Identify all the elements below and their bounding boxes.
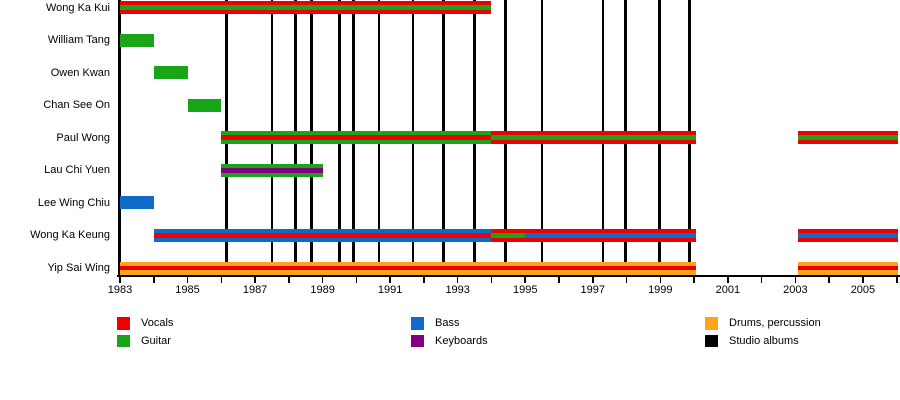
x-axis-tick (558, 277, 560, 283)
legend-swatch-drums (705, 317, 718, 330)
legend-label-keyboards: Keyboards (435, 334, 488, 347)
x-axis-tick (490, 277, 493, 283)
legend-swatch-albums (705, 334, 718, 347)
x-axis-tick (152, 277, 155, 283)
x-axis-tick-label: 1989 (310, 284, 335, 296)
member-bar-stripe-bass (797, 233, 899, 238)
x-axis-tick-label: 1995 (512, 284, 538, 296)
member-bar-drums (797, 261, 899, 275)
x-axis-tick (355, 277, 358, 283)
x-axis-tick (220, 277, 223, 283)
member-label: Paul Wong (56, 131, 110, 144)
legend-swatch-bass (411, 317, 424, 330)
x-axis-tick-label: 1983 (107, 284, 133, 296)
x-axis-tick-label: 1991 (377, 284, 403, 296)
member-label: Owen Kwan (50, 66, 110, 79)
x-axis-tick (119, 277, 121, 283)
x-axis-tick-label: 1987 (242, 284, 268, 296)
x-axis-tick (895, 277, 898, 283)
member-bar-guitar (187, 98, 222, 112)
member-bar-vocals (491, 131, 697, 145)
member-bar-stripe-vocals (797, 265, 899, 271)
x-axis-tick (591, 277, 594, 283)
legend-swatch-vocals (117, 317, 130, 330)
x-axis-line (117, 275, 900, 277)
member-bar-vocals (120, 1, 492, 14)
member-bar-vocals (491, 228, 526, 242)
legend-label-guitar: Guitar (141, 334, 171, 347)
legend-label-drums: Drums, percussion (729, 317, 821, 329)
x-axis-tick-label: 2003 (783, 284, 808, 296)
legend-label-vocals: Vocals (141, 317, 174, 329)
x-axis-tick (828, 277, 830, 283)
x-axis-tick (625, 277, 628, 283)
x-axis-tick-label: 2001 (715, 284, 741, 296)
member-bar-stripe-guitar (491, 233, 526, 238)
x-axis-tick (423, 277, 425, 283)
x-axis-tick (693, 277, 695, 283)
member-bar-guitar (221, 131, 492, 145)
member-bar-stripe-guitar (797, 135, 899, 141)
legend-label-albums: Studio albums (729, 334, 799, 347)
member-bar-stripe-vocals (120, 265, 697, 271)
member-label: Wong Ka Keung (30, 229, 110, 242)
member-label: Chan See On (43, 99, 110, 112)
x-axis-tick (862, 277, 864, 283)
member-label: William Tang (47, 34, 110, 47)
x-axis-tick (727, 277, 729, 283)
member-label: Wong Ka Kui (45, 1, 110, 14)
member-bar-drums (120, 261, 697, 275)
member-label: Yip Sai Wing (47, 262, 110, 275)
member-bar-bass (153, 228, 492, 242)
member-bar-bass (120, 196, 154, 210)
member-bar-guitar (221, 163, 323, 177)
x-axis-tick-label: 2005 (850, 284, 876, 296)
member-bar-stripe-keyboards (221, 168, 323, 173)
x-axis-tick (524, 277, 527, 283)
member-bar-stripe-vocals (221, 135, 492, 141)
member-bar-vocals (797, 131, 899, 145)
x-axis-tick (321, 277, 324, 283)
x-axis-tick (659, 277, 662, 283)
x-axis-tick-label: 1997 (580, 284, 605, 296)
x-axis-tick (288, 277, 290, 283)
plot-left-border (118, 0, 121, 277)
legend-label-bass: Bass (435, 317, 460, 329)
legend-swatch-guitar (117, 334, 130, 347)
x-axis-tick (456, 277, 459, 283)
member-label: Lee Wing Chiu (37, 196, 110, 209)
member-bar-stripe-guitar (120, 5, 492, 10)
x-axis-tick-label: 1999 (648, 284, 673, 296)
x-axis-tick (254, 277, 256, 283)
x-axis-tick-label: 1985 (175, 284, 200, 296)
x-axis-tick-label: 1993 (445, 284, 470, 296)
member-bar-vocals (525, 228, 697, 242)
member-bar-guitar (153, 66, 188, 80)
member-bar-stripe-guitar (491, 135, 697, 141)
x-axis-tick (794, 277, 797, 283)
member-bar-guitar (120, 33, 154, 47)
member-bar-stripe-vocals (153, 233, 492, 238)
member-bar-vocals (797, 228, 899, 242)
x-axis-tick (760, 277, 763, 283)
member-label: Lau Chi Yuen (44, 164, 110, 177)
x-axis-tick (389, 277, 391, 283)
legend-swatch-keyboards (411, 334, 424, 347)
member-bar-stripe-bass (525, 233, 697, 238)
x-axis-tick (186, 277, 189, 283)
